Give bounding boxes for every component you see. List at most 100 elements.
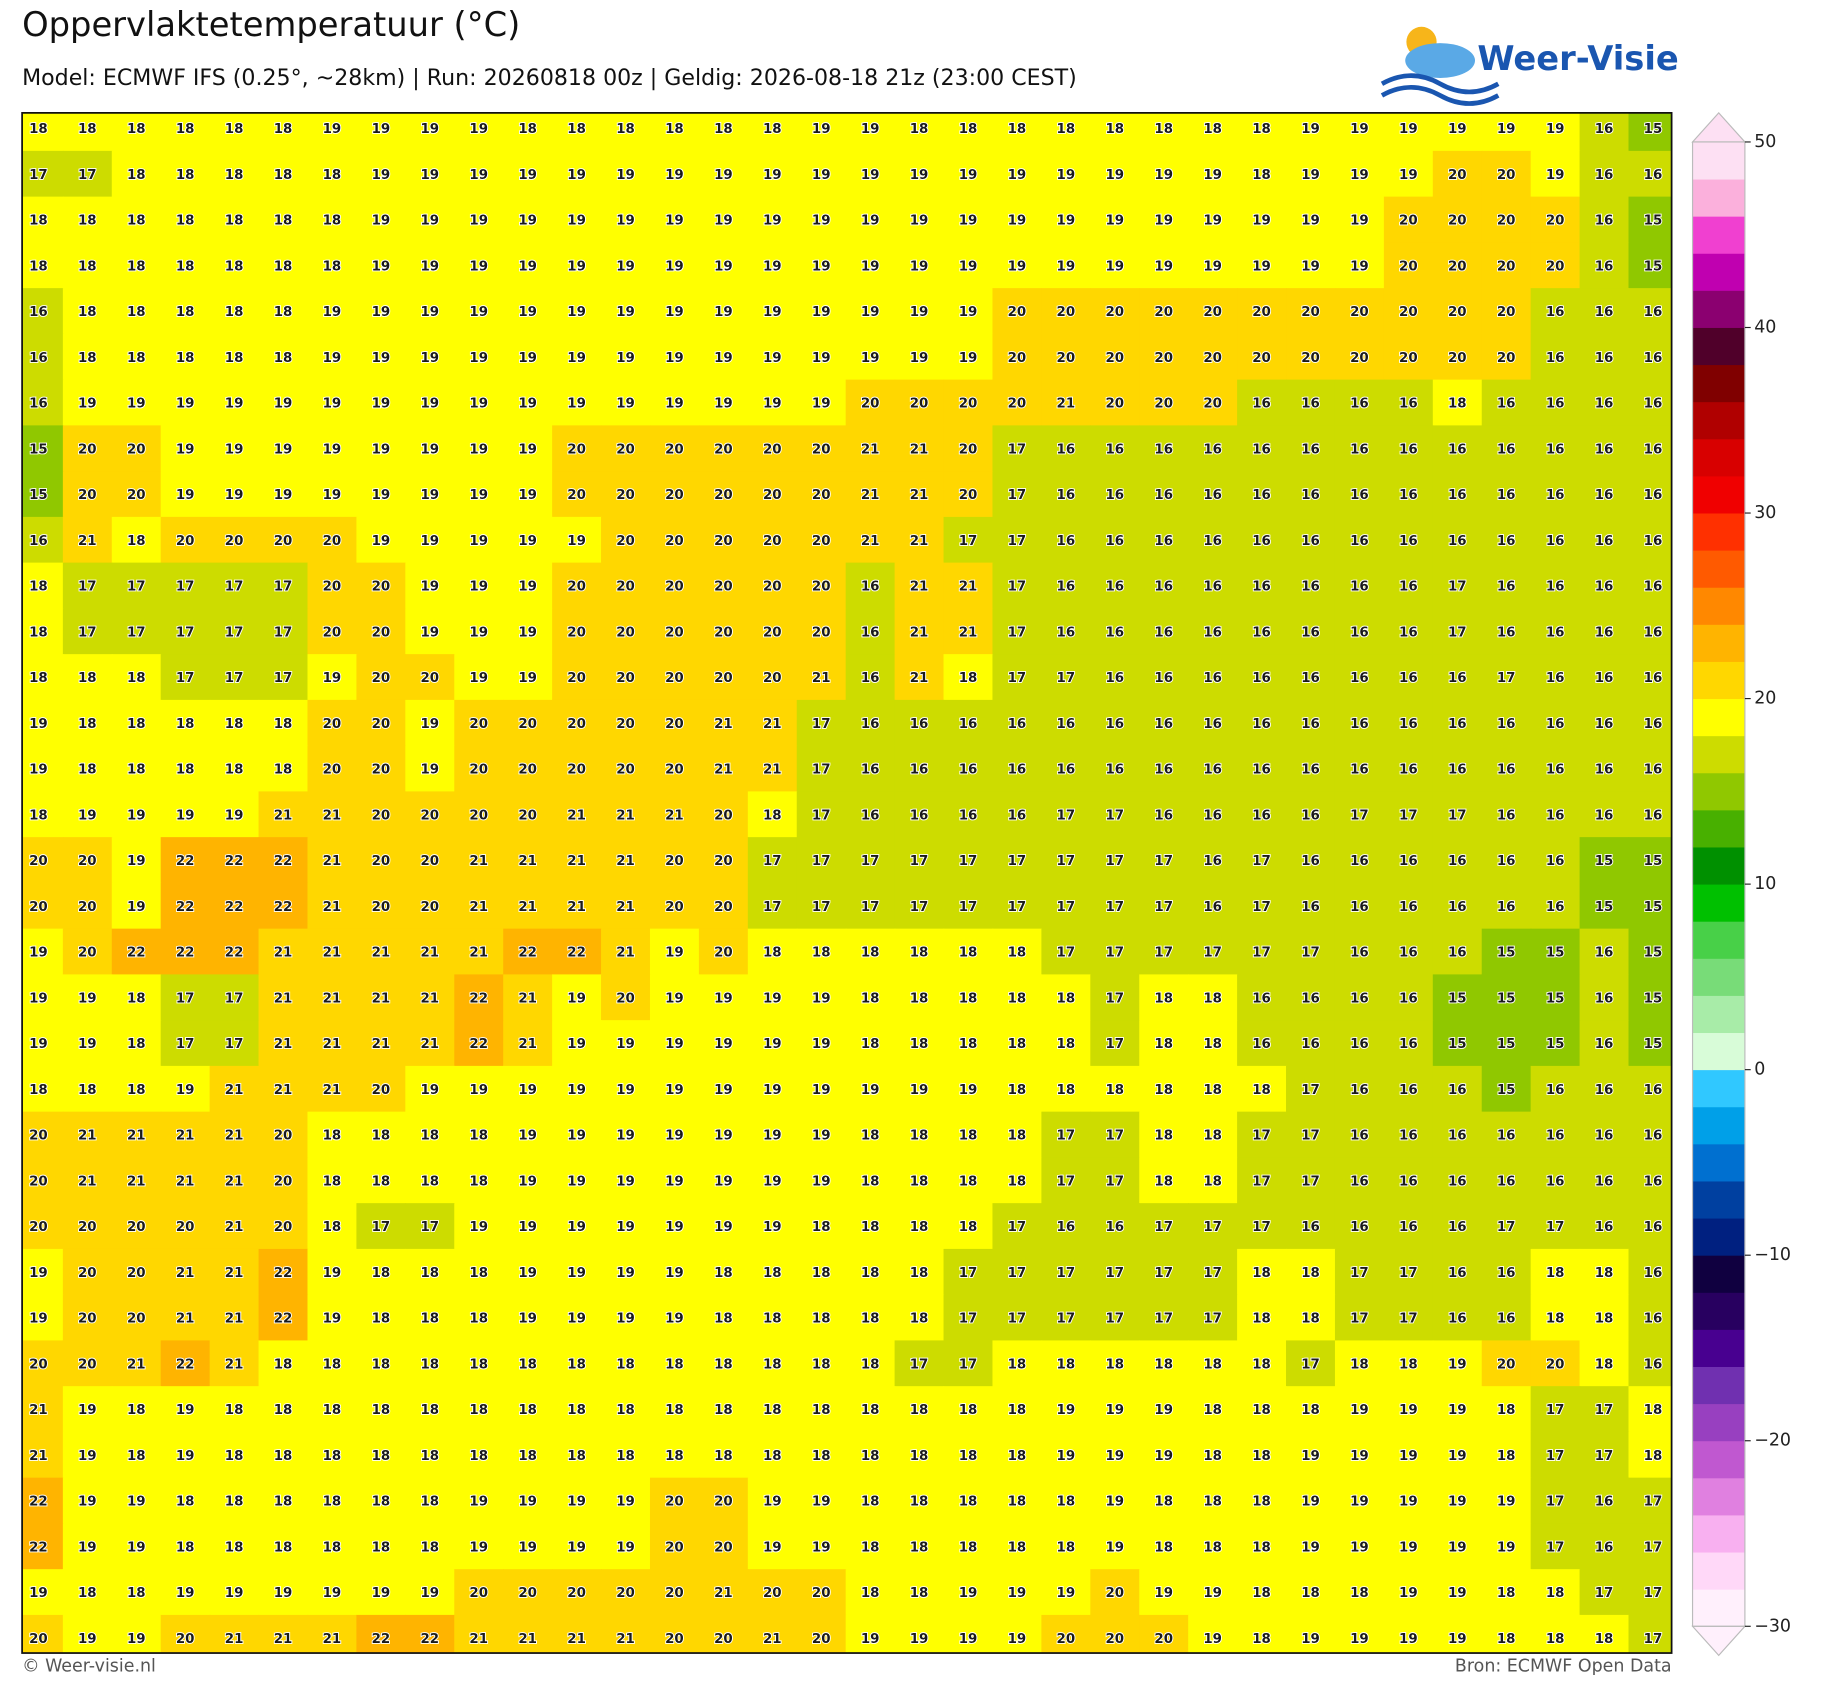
temperature-value: 16	[1350, 625, 1369, 640]
temperature-cell	[1579, 379, 1630, 427]
temperature-cell	[1383, 1157, 1434, 1204]
temperature-value: 19	[567, 1540, 586, 1555]
temperature-cell	[62, 196, 113, 244]
colorbar-bin	[1692, 1329, 1745, 1367]
temperature-value: 20	[1497, 305, 1516, 320]
temperature-value: 21	[518, 1037, 537, 1052]
temperature-value: 20	[1154, 397, 1173, 412]
temperature-cell	[796, 150, 847, 198]
temperature-cell	[894, 562, 945, 610]
temperature-value: 21	[910, 625, 929, 640]
temperature-value: 16	[1399, 1037, 1418, 1052]
temperature-value: 19	[861, 1083, 880, 1098]
temperature-value: 17	[1057, 946, 1076, 961]
temperature-cell	[209, 1523, 260, 1570]
temperature-value: 21	[616, 808, 635, 823]
temperature-cell	[454, 928, 504, 976]
temperature-value: 17	[1350, 808, 1369, 823]
temperature-cell	[894, 974, 945, 1021]
temperature-value: 17	[1399, 1266, 1418, 1281]
temperature-value: 21	[176, 1129, 195, 1144]
temperature-cell	[405, 333, 455, 381]
temperature-cell	[356, 654, 407, 701]
temperature-cell	[1286, 112, 1336, 152]
temperature-value: 16	[1448, 854, 1467, 869]
temperature-value: 18	[1008, 1129, 1027, 1144]
temperature-value: 20	[274, 1220, 293, 1235]
temperature-value: 16	[1448, 717, 1467, 732]
temperature-cell	[1334, 1111, 1385, 1159]
colorbar-bin	[1692, 847, 1745, 885]
temperature-cell	[258, 562, 309, 610]
temperature-value: 20	[714, 671, 733, 686]
temperature-value: 17	[910, 1357, 929, 1372]
temperature-cell	[356, 288, 407, 335]
temperature-cell	[796, 1065, 847, 1113]
temperature-value: 16	[1399, 763, 1418, 778]
temperature-cell	[1139, 196, 1189, 244]
temperature-cell	[1090, 1431, 1140, 1479]
temperature-cell	[258, 1614, 309, 1654]
temperature-cell	[943, 1386, 994, 1433]
temperature-value: 18	[910, 1174, 929, 1189]
temperature-value: 19	[469, 214, 488, 229]
temperature-value: 19	[518, 397, 537, 412]
temperature-value: 21	[225, 1083, 244, 1098]
temperature-cell	[845, 1386, 896, 1433]
temperature-value: 19	[812, 991, 831, 1006]
temperature-cell	[503, 562, 553, 610]
temperature-cell	[356, 1111, 407, 1159]
temperature-cell	[845, 379, 896, 427]
temperature-cell	[454, 196, 504, 244]
temperature-value: 16	[1497, 763, 1516, 778]
temperature-cell	[160, 196, 211, 244]
temperature-cell	[307, 288, 358, 335]
temperature-value: 19	[421, 580, 440, 595]
temperature-cell	[1188, 425, 1238, 472]
temperature-cell	[1334, 471, 1385, 518]
temperature-value: 19	[1105, 1540, 1124, 1555]
temperature-cell	[405, 928, 455, 976]
temperature-value: 19	[763, 1174, 782, 1189]
temperature-cell	[845, 196, 896, 244]
colorbar-bin	[1692, 1255, 1745, 1293]
temperature-cell	[454, 1340, 504, 1387]
temperature-cell	[1286, 1614, 1336, 1654]
temperature-value: 17	[812, 900, 831, 915]
temperature-cell	[1041, 974, 1092, 1021]
temperature-value: 19	[910, 259, 929, 274]
temperature-cell	[894, 1569, 945, 1616]
temperature-value: 18	[812, 1220, 831, 1235]
temperature-cell	[503, 150, 553, 198]
temperature-cell	[111, 1294, 162, 1342]
temperature-cell	[601, 471, 651, 518]
temperature-value: 15	[1448, 991, 1467, 1006]
temperature-cell	[1579, 699, 1630, 747]
temperature-value: 20	[1448, 351, 1467, 366]
temperature-cell	[1579, 1157, 1630, 1204]
temperature-cell	[1481, 516, 1532, 564]
temperature-value: 18	[372, 1357, 391, 1372]
temperature-value: 21	[78, 534, 97, 549]
temperature-value: 21	[910, 488, 929, 503]
temperature-cell	[1139, 608, 1189, 655]
temperature-value: 19	[567, 1312, 586, 1327]
temperature-cell	[258, 333, 309, 381]
temperature-value: 19	[665, 351, 684, 366]
temperature-value: 20	[127, 488, 146, 503]
temperature-cell	[1090, 654, 1140, 701]
temperature-cell	[845, 882, 896, 930]
temperature-cell	[307, 608, 358, 655]
temperature-cell	[1530, 112, 1581, 152]
temperature-value: 19	[1008, 168, 1027, 183]
temperature-value: 18	[1203, 991, 1222, 1006]
temperature-value: 16	[1497, 1312, 1516, 1327]
temperature-value: 18	[127, 1403, 146, 1418]
temperature-value: 16	[959, 763, 978, 778]
temperature-cell	[845, 242, 896, 289]
temperature-cell	[894, 471, 945, 518]
temperature-cell	[1432, 112, 1483, 152]
temperature-value: 18	[910, 1129, 929, 1144]
temperature-cell	[1188, 379, 1238, 427]
